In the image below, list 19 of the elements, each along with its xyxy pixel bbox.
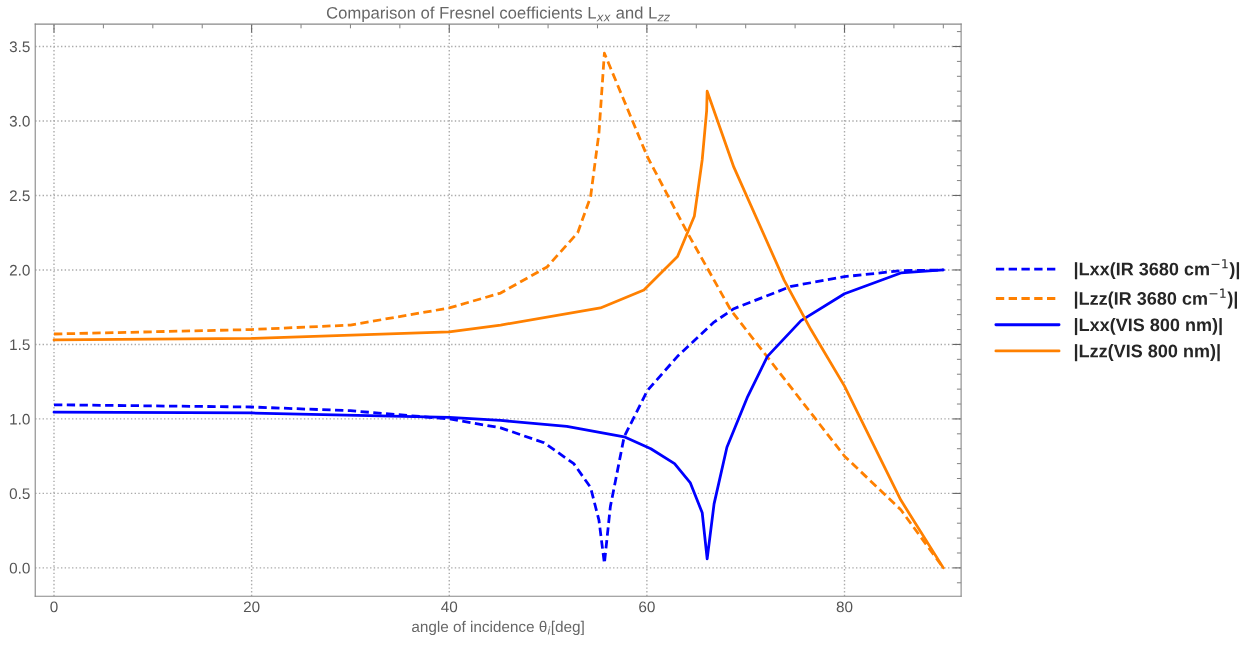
legend-label: |Lxx(VIS 800 nm)|	[1074, 318, 1222, 336]
x-tick-label: 80	[836, 601, 853, 613]
chart-title: Comparison of Fresnel coefficients L$_{xx}$ and L$_{zz}$	[326, 6, 670, 22]
x-tick-label: 40	[441, 601, 458, 613]
x-tick-label: 0	[50, 601, 58, 613]
legend-label: |Lxx(IR 3680 cm$^{−1}$)|	[1074, 259, 1240, 280]
y-tick-label: 1.5	[10, 339, 30, 351]
y-tick-label: 3.5	[9, 41, 30, 53]
x-axis-title: angle of incidence θ$_{i}$[deg]	[412, 620, 584, 636]
y-tick-label: 2.0	[9, 264, 30, 276]
y-tick-label: 3.0	[9, 115, 30, 127]
legend-label: |Lzz(IR 3680 cm$^{−1}$)|	[1074, 288, 1238, 309]
y-tick-label: 0.0	[9, 562, 30, 574]
y-tick-label: 0.5	[9, 488, 30, 500]
y-tick-label: 1.0	[10, 413, 30, 425]
x-tick-label: 20	[243, 601, 260, 613]
legend-label: |Lzz(VIS 800 nm)|	[1074, 344, 1220, 362]
y-tick-label: 2.5	[9, 190, 30, 202]
x-tick-label: 60	[639, 601, 655, 613]
